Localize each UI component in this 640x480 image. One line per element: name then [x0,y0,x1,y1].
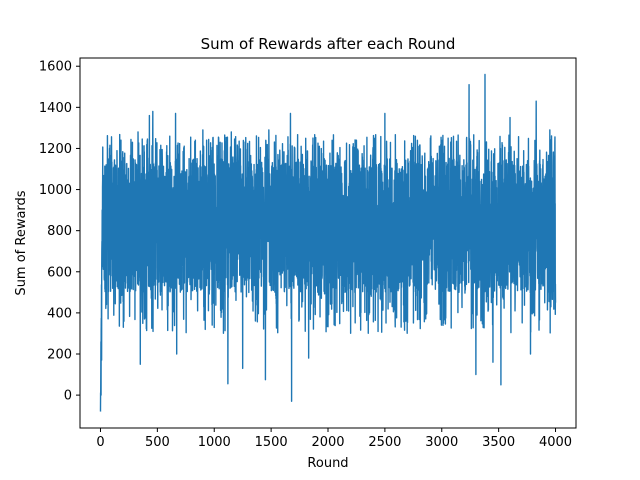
chart-title: Sum of Rewards after each Round [201,35,456,53]
y-tick-label: 400 [47,306,72,321]
x-axis: 0 500 1000 1500 2000 2500 3000 3500 4000 [96,428,572,450]
x-tick-label: 3000 [425,435,458,450]
series-line [99,73,557,412]
y-tick-label: 200 [47,348,72,363]
y-tick-label: 800 [47,224,72,239]
x-tick-label: 1500 [255,435,288,450]
x-tick-label: 0 [96,435,104,450]
x-tick-label: 1000 [198,435,231,450]
y-axis-title: Sum of Rewards [14,190,29,295]
y-tick-label: 600 [47,265,72,280]
y-tick-label: 0 [64,389,72,404]
y-axis: 0 200 400 600 800 1000 1200 1400 1600 [39,60,80,404]
y-tick-label: 1000 [39,183,72,198]
series-layer [99,73,557,412]
x-axis-title: Round [307,456,348,471]
x-tick-label: 2500 [368,435,401,450]
y-tick-label: 1600 [39,60,72,75]
x-tick-label: 3500 [482,435,515,450]
x-tick-label: 4000 [539,435,572,450]
y-tick-label: 1400 [39,101,72,116]
y-tick-label: 1200 [39,142,72,157]
x-tick-label: 500 [145,435,170,450]
x-tick-label: 2000 [311,435,344,450]
